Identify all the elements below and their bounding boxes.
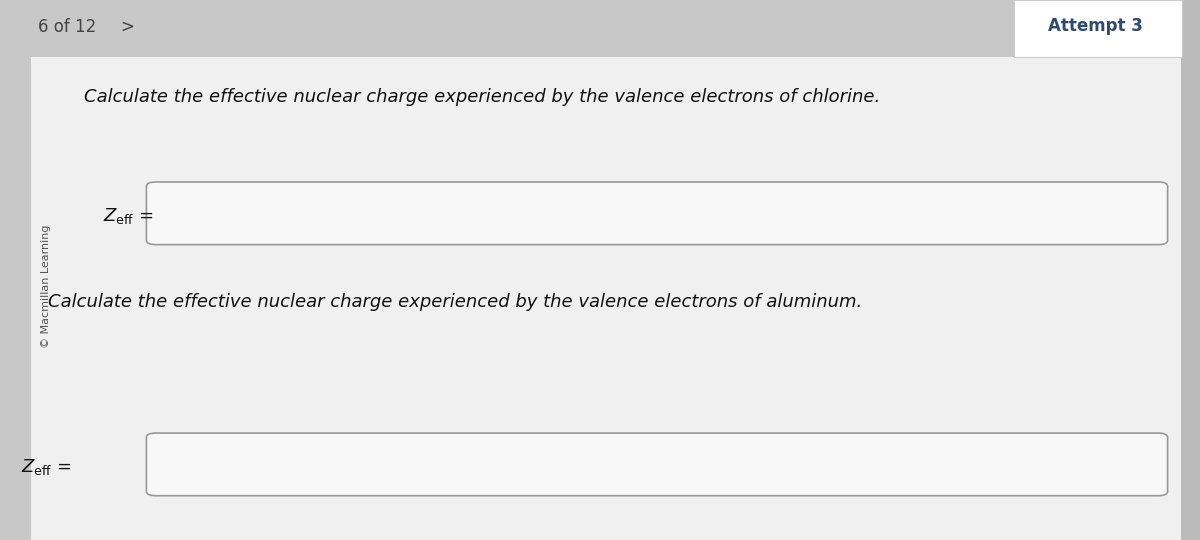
Text: Calculate the effective nuclear charge experienced by the valence electrons of c: Calculate the effective nuclear charge e…: [84, 88, 881, 106]
Bar: [1181, 0, 1200, 540]
Text: $Z_{\mathrm{eff}}$ =: $Z_{\mathrm{eff}}$ =: [22, 457, 72, 477]
Bar: [1014, 0, 1182, 57]
Text: Calculate the effective nuclear charge experienced by the valence electrons of a: Calculate the effective nuclear charge e…: [48, 293, 863, 312]
FancyBboxPatch shape: [146, 182, 1168, 245]
Text: 6 of 12: 6 of 12: [38, 18, 97, 36]
FancyBboxPatch shape: [146, 433, 1168, 496]
Text: >: >: [120, 18, 134, 36]
Bar: [31, 57, 1181, 540]
Text: Attempt 3: Attempt 3: [1048, 17, 1144, 35]
Text: $Z_{\mathrm{eff}}$ =: $Z_{\mathrm{eff}}$ =: [103, 206, 154, 226]
Text: © Macmillan Learning: © Macmillan Learning: [41, 225, 50, 348]
